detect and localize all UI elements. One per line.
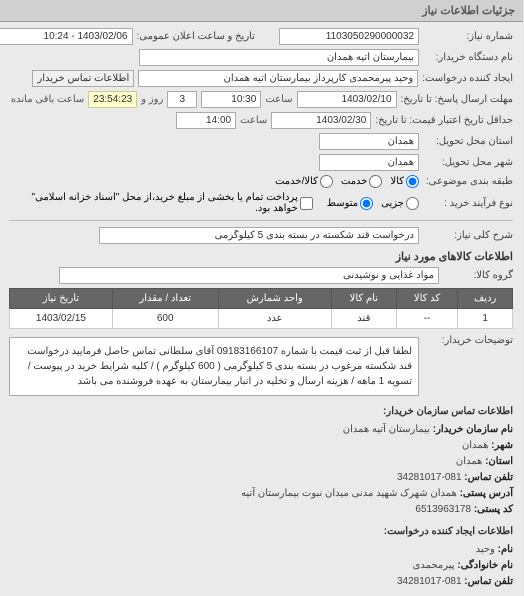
validity-date-input[interactable] — [272, 112, 372, 129]
payment-checkbox-item[interactable]: پرداخت تمام یا بخشی از مبلغ خرید،از محل … — [10, 192, 314, 214]
requester-label: ایجاد کننده درخواست: — [423, 73, 514, 84]
contact-section: اطلاعات تماس سازمان خریدار: نام سازمان خ… — [10, 404, 514, 590]
process-radio-small-input[interactable] — [407, 197, 420, 210]
delivery-city-label: شهر محل تحویل: — [424, 157, 514, 168]
process-label: نوع فرآیند خرید : — [424, 198, 514, 209]
lname-value: پیرمحمدی — [414, 560, 456, 571]
th-date: تاریخ نیاز — [11, 289, 114, 309]
td-unit: عدد — [219, 309, 332, 329]
address-label: آدرس پستی: — [461, 488, 514, 499]
td-qty: 600 — [113, 309, 219, 329]
fname-label: نام: — [499, 544, 514, 555]
pkg-radio-service[interactable]: خدمت — [342, 175, 384, 188]
process-radio-group: جزیی متوسط — [328, 197, 420, 210]
deadline-label: مهلت ارسال پاسخ: تا تاریخ: — [402, 94, 514, 105]
requester-input[interactable] — [139, 70, 419, 87]
table-row[interactable]: 1 -- قند عدد 600 1403/02/15 — [11, 309, 514, 329]
time-label-2: ساعت — [241, 115, 268, 126]
delivery-province-input[interactable] — [320, 133, 420, 150]
payment-checkbox[interactable] — [301, 197, 314, 210]
buyer-desc-label: توضیحات خریدار: — [424, 335, 514, 346]
td-date: 1403/02/15 — [11, 309, 114, 329]
group-label: گروه کالا: — [444, 270, 514, 281]
city-value: همدان — [463, 440, 489, 451]
divider-1 — [10, 220, 514, 221]
deadline-date-input[interactable] — [298, 91, 398, 108]
postal-value: 6513963178 — [416, 504, 472, 515]
pkg-radio-goods-input[interactable] — [407, 175, 420, 188]
province-value: همدان — [457, 456, 483, 467]
buyer-org-input[interactable] — [140, 49, 420, 66]
validity-time-input[interactable] — [177, 112, 237, 129]
process-radio-medium[interactable]: متوسط — [328, 197, 374, 210]
process-radio-small[interactable]: جزیی — [382, 197, 420, 210]
group-input[interactable] — [60, 267, 440, 284]
td-name: قند — [332, 309, 397, 329]
goods-table: ردیف کد کالا نام کالا واحد شمارش تعداد /… — [10, 288, 514, 329]
th-row: ردیف — [459, 289, 514, 309]
pkg-radio-service-input[interactable] — [370, 175, 383, 188]
postal-label: کد پستی: — [475, 504, 514, 515]
th-unit: واحد شمارش — [219, 289, 332, 309]
process-radio-medium-input[interactable] — [361, 197, 374, 210]
tab-header: جزئیات اطلاعات نیاز — [0, 0, 524, 22]
delivery-city-input[interactable] — [320, 154, 420, 171]
td-code: -- — [397, 309, 458, 329]
deadline-time-input[interactable] — [202, 91, 262, 108]
public-datetime-input[interactable] — [0, 28, 134, 45]
contact-section-title: اطلاعات تماس سازمان خریدار: — [10, 404, 514, 420]
request-no-input[interactable] — [280, 28, 420, 45]
org-label: نام سازمان خریدار: — [434, 424, 514, 435]
req-creator-title: اطلاعات ایجاد کننده درخواست: — [10, 524, 514, 540]
tab-title: جزئیات اطلاعات نیاز — [423, 5, 516, 17]
time-label-1: ساعت — [266, 94, 293, 105]
lname-label: نام خانوادگی: — [458, 560, 514, 571]
province-label: استان: — [486, 456, 514, 467]
buyer-org-label: نام دستگاه خریدار: — [424, 52, 514, 63]
form-container: شماره نیاز: تاریخ و ساعت اعلان عمومی: نا… — [0, 22, 524, 596]
delivery-province-label: استان محل تحویل: — [424, 136, 514, 147]
fname-value: وحید — [477, 544, 496, 555]
days-unit: روز و — [142, 94, 164, 105]
org-value: بیمارستان آتیه همدان — [344, 424, 431, 435]
pkg-radio-group: کالا خدمت کالا/خدمت — [276, 175, 420, 188]
validity-label: حداقل تاریخ اعتبار قیمت: تا تاریخ: — [376, 115, 514, 126]
summary-label: شرح کلی نیاز: — [424, 230, 514, 241]
cphone-label: تلفن تماس: — [465, 576, 514, 587]
buyer-desc-box: لطفا قبل از ثبت قیمت با شماره 0918316610… — [10, 337, 420, 396]
public-datetime-label: تاریخ و ساعت اعلان عمومی: — [138, 31, 257, 42]
city-label: شهر: — [492, 440, 514, 451]
table-header-row: ردیف کد کالا نام کالا واحد شمارش تعداد /… — [11, 289, 514, 309]
address-value: همدان شهرک شهید مدنی میدان نبوت بیمارستا… — [242, 488, 458, 499]
days-left-input — [168, 91, 198, 108]
goods-section-title: اطلاعات کالاهای مورد نیاز — [10, 250, 514, 263]
phone-value: 081-34281017 — [398, 472, 463, 483]
pkg-radio-gs-input[interactable] — [321, 175, 334, 188]
cphone-value: 081-34281017 — [398, 576, 463, 587]
contact-buyer-button[interactable]: اطلاعات تماس خریدار — [33, 70, 135, 87]
pkg-label: طبقه بندی موضوعی: — [424, 176, 514, 187]
pkg-radio-goods-service[interactable]: کالا/خدمت — [276, 175, 334, 188]
th-name: نام کالا — [332, 289, 397, 309]
payment-note: پرداخت تمام یا بخشی از مبلغ خرید،از محل … — [10, 192, 299, 214]
th-qty: تعداد / مقدار — [113, 289, 219, 309]
td-row: 1 — [459, 309, 514, 329]
remaining-label: ساعت باقی مانده — [12, 94, 85, 105]
phone-label: تلفن تماس: — [465, 472, 514, 483]
th-code: کد کالا — [397, 289, 458, 309]
request-no-label: شماره نیاز: — [424, 31, 514, 42]
pkg-radio-goods[interactable]: کالا — [391, 175, 420, 188]
summary-input[interactable] — [100, 227, 420, 244]
countdown-box: 23:54:23 — [89, 91, 138, 108]
